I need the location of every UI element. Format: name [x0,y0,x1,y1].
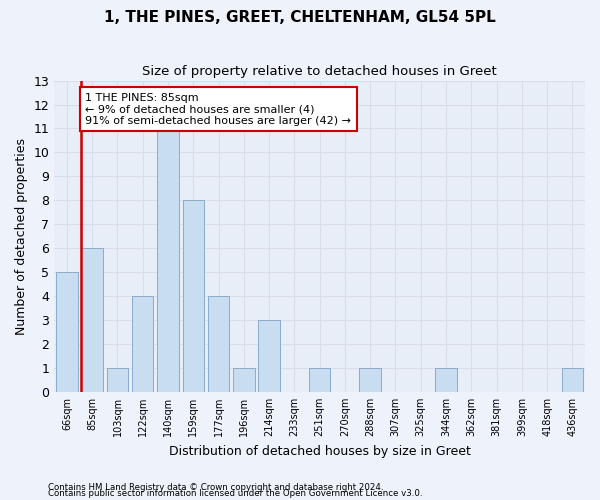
Bar [208,296,229,392]
Bar [56,272,77,392]
Bar [359,368,381,392]
Text: 1 THE PINES: 85sqm
← 9% of detached houses are smaller (4)
91% of semi-detached : 1 THE PINES: 85sqm ← 9% of detached hous… [85,92,351,126]
Bar [435,368,457,392]
Bar [132,296,154,392]
Bar [233,368,254,392]
Bar [157,128,179,392]
Text: Contains HM Land Registry data © Crown copyright and database right 2024.: Contains HM Land Registry data © Crown c… [48,484,383,492]
Y-axis label: Number of detached properties: Number of detached properties [15,138,28,334]
Bar [309,368,331,392]
Text: 1, THE PINES, GREET, CHELTENHAM, GL54 5PL: 1, THE PINES, GREET, CHELTENHAM, GL54 5P… [104,10,496,25]
Title: Size of property relative to detached houses in Greet: Size of property relative to detached ho… [142,65,497,78]
Bar [82,248,103,392]
Bar [259,320,280,392]
X-axis label: Distribution of detached houses by size in Greet: Distribution of detached houses by size … [169,444,470,458]
Bar [182,200,204,392]
Text: Contains public sector information licensed under the Open Government Licence v3: Contains public sector information licen… [48,490,422,498]
Bar [107,368,128,392]
Bar [562,368,583,392]
